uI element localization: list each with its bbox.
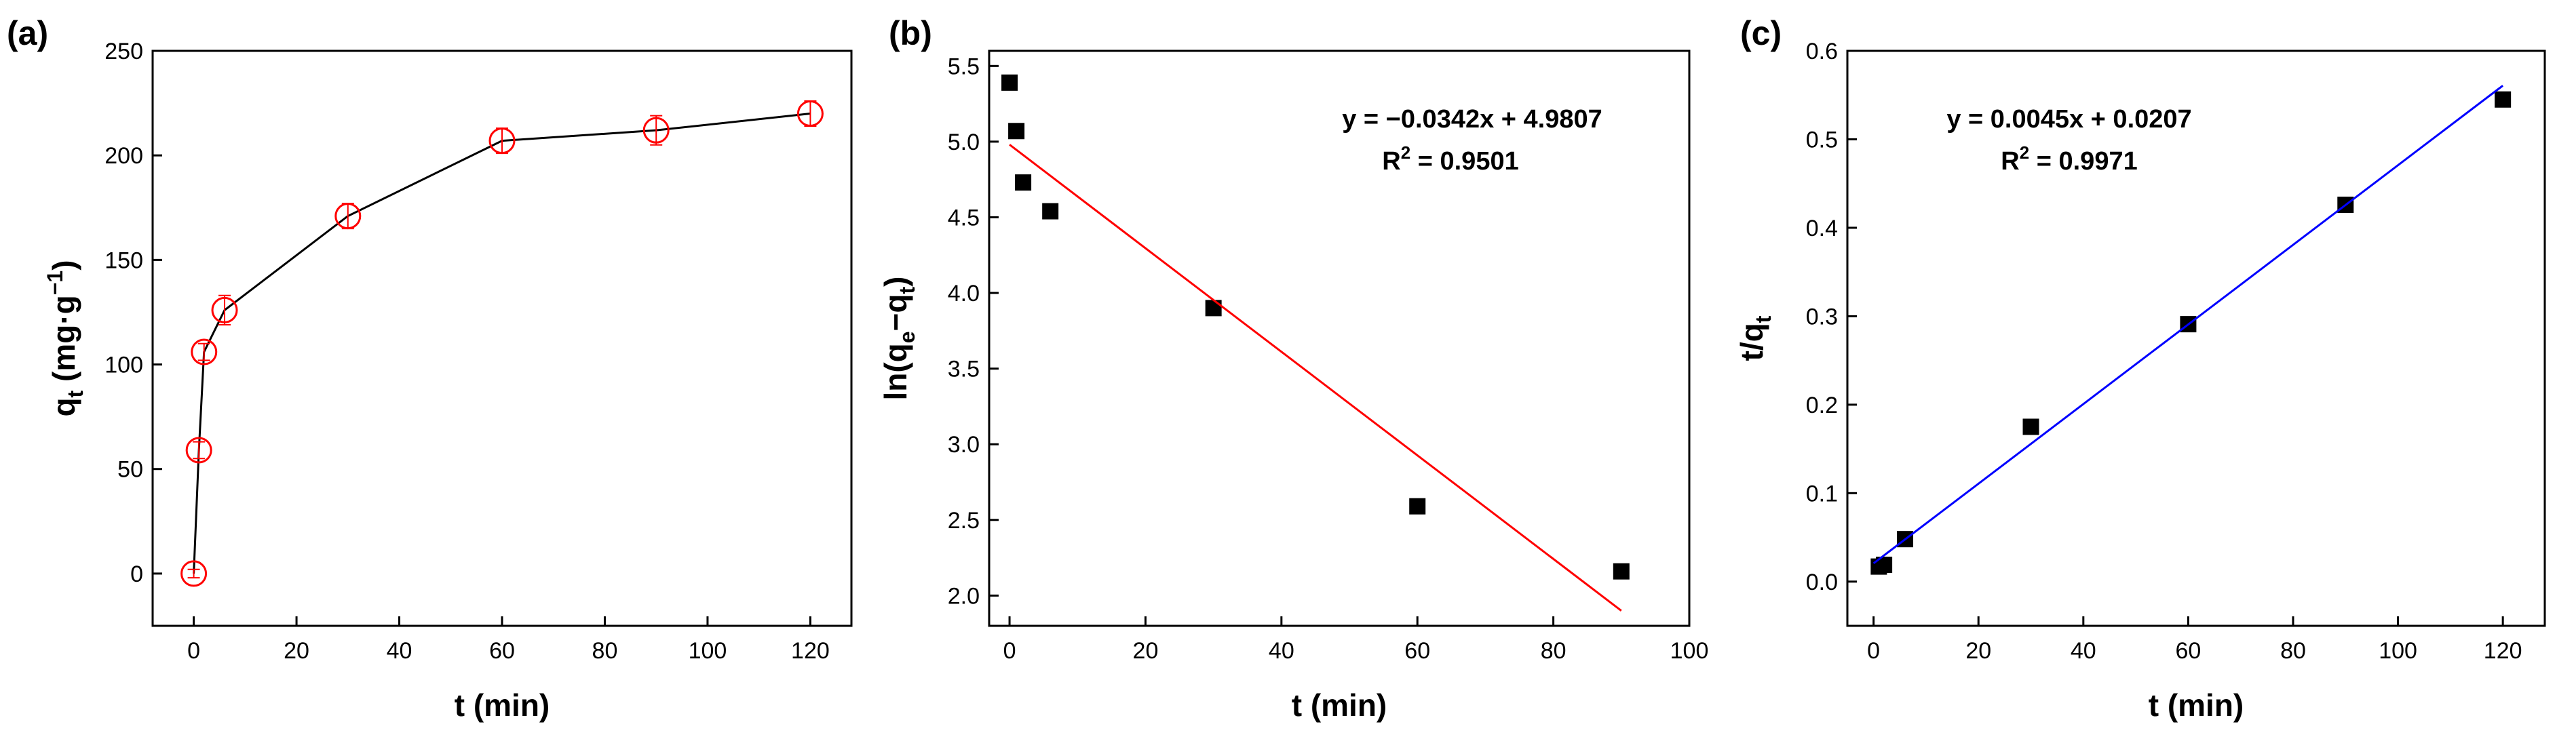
- panel-c-y-tick-label: 0.1: [1806, 481, 1838, 506]
- panel-a-y-tick-label: 0: [130, 561, 143, 587]
- panel-c-x-tick-label: 60: [2175, 638, 2201, 664]
- panel-a-tag: (a): [7, 14, 48, 52]
- panel-a-y-tick-label: 200: [104, 143, 143, 169]
- panel-c-x-ticks: [1872, 616, 2504, 626]
- panel-c-frame: [1846, 49, 2546, 627]
- panel-c-y-tick-label: 0.2: [1806, 393, 1838, 418]
- data-point: [1205, 300, 1222, 317]
- panel-b-y-tick-label: 4.5: [948, 205, 980, 231]
- panel-b-y-ticks: [989, 64, 999, 597]
- panel-b-y-axis-title: ln(qe−qt): [878, 276, 919, 400]
- panel-a: (a) 0 20 40 60 80 100 120 0 50 100 150 2…: [7, 14, 853, 723]
- panel-a-x-tick-label: 40: [387, 638, 412, 664]
- data-point: [1008, 123, 1025, 140]
- panel-b-y-tick-label: 3.0: [948, 432, 980, 458]
- panel-a-x-tick-label: 0: [187, 638, 200, 664]
- data-point: [1015, 174, 1032, 191]
- panel-b-x-tick-label: 60: [1404, 638, 1430, 664]
- panel-a-y-tick-label: 100: [104, 353, 143, 378]
- panel-c-y-tick-label: 0.4: [1806, 216, 1838, 241]
- panel-c-x-tick-labels: 0 20 40 60 80 100 120: [1867, 638, 2522, 664]
- panel-b-plot-area: [1001, 74, 1630, 612]
- panel-b-tag: (b): [889, 14, 932, 52]
- panel-b-y-tick-label: 4.0: [948, 281, 980, 306]
- panel-c-y-tick-label: 0.6: [1806, 39, 1838, 64]
- panel-a-x-tick-label: 120: [791, 638, 830, 664]
- panel-b-y-tick-label: 5.5: [948, 54, 980, 79]
- panel-a-x-tick-label: 80: [592, 638, 618, 664]
- panel-c-y-tick-label: 0.5: [1806, 127, 1838, 153]
- panel-c-y-axis-title: t/qt: [1734, 315, 1775, 361]
- panel-b-x-tick-label: 0: [1003, 638, 1016, 664]
- panel-c-tag: (c): [1740, 14, 1782, 52]
- panel-c-x-tick-label: 40: [2071, 638, 2096, 664]
- panel-b-frame: [988, 49, 1691, 627]
- panel-b-y-tick-label: 2.0: [948, 583, 980, 609]
- panel-c-y-ticks: [1847, 49, 1857, 583]
- data-point: [191, 338, 218, 365]
- panel-b-y-tick-label: 5.0: [948, 130, 980, 155]
- panel-a-x-axis-title: t (min): [455, 688, 550, 723]
- panel-a-x-tick-label: 20: [284, 638, 309, 664]
- panel-c-x-tick-label: 20: [1965, 638, 1991, 664]
- panel-a-y-tick-label: 150: [104, 247, 143, 273]
- data-point: [211, 296, 238, 323]
- panel-c-x-axis-title: t (min): [2149, 688, 2244, 723]
- panel-c-r-squared: R2 = 0.9971: [2001, 142, 2137, 176]
- panel-b-y-tick-label: 2.5: [948, 508, 980, 534]
- data-point: [2022, 418, 2039, 435]
- panel-b-x-tick-label: 80: [1541, 638, 1566, 664]
- panel-c: (c) 0 20 40 60 80 100 120 0.0 0.1 0.2 0.…: [1734, 14, 2546, 723]
- panel-b-equation: y = −0.0342x + 4.9807: [1342, 105, 1602, 134]
- panel-a-plot-area: [180, 100, 824, 587]
- data-point: [2495, 91, 2512, 108]
- panel-b-r-squared: R2 = 0.9501: [1382, 142, 1518, 176]
- panel-b-x-tick-labels: 0 20 40 60 80 100: [1003, 638, 1709, 664]
- data-point: [1001, 74, 1018, 91]
- panel-c-y-tick-labels: 0.0 0.1 0.2 0.3 0.4 0.5 0.6: [1806, 39, 1838, 595]
- panel-b-x-axis-title: t (min): [1292, 688, 1387, 723]
- data-point: [1613, 563, 1630, 580]
- panel-b-x-ticks: [1008, 616, 1691, 626]
- panel-b-x-tick-label: 100: [1670, 638, 1709, 664]
- panel-c-y-tick-label: 0.3: [1806, 304, 1838, 330]
- panel-a-x-tick-label: 60: [489, 638, 515, 664]
- panel-b-y-tick-label: 3.5: [948, 357, 980, 382]
- panel-a-y-axis-title: qt (mg·g−1): [43, 260, 88, 416]
- panel-c-x-tick-label: 0: [1867, 638, 1880, 664]
- panel-a-x-tick-label: 100: [689, 638, 727, 664]
- fit-line: [1009, 144, 1622, 612]
- data-line: [193, 113, 811, 574]
- panel-c-plot-area: [1870, 85, 2512, 575]
- panel-c-y-tick-label: 0.0: [1806, 570, 1838, 595]
- panel-c-equation: y = 0.0045x + 0.0207: [1946, 105, 2191, 134]
- panel-a-x-tick-labels: 0 20 40 60 80 100 120: [187, 638, 830, 664]
- panel-b: (b) 0 20 40 60 80 100 2.0 2.5 3.0 3.5 4.…: [878, 14, 1708, 723]
- data-point: [334, 203, 362, 230]
- data-point: [185, 437, 212, 464]
- data-point: [180, 560, 208, 587]
- panel-c-x-tick-label: 80: [2280, 638, 2306, 664]
- panel-a-y-tick-labels: 0 50 100 150 200 250: [104, 39, 143, 587]
- panel-a-y-ticks: [153, 49, 162, 575]
- panel-b-y-tick-labels: 2.0 2.5 3.0 3.5 4.0 4.5 5.0 5.5: [948, 54, 980, 609]
- data-point: [488, 127, 516, 155]
- data-point: [1409, 498, 1426, 515]
- fit-line: [1872, 85, 2504, 564]
- panel-a-y-tick-label: 50: [117, 457, 143, 483]
- panel-c-x-tick-label: 100: [2379, 638, 2417, 664]
- panel-c-x-tick-label: 120: [2484, 638, 2522, 664]
- data-point: [1042, 203, 1059, 220]
- panel-b-x-tick-label: 40: [1269, 638, 1294, 664]
- data-point: [796, 100, 824, 127]
- panel-b-x-tick-label: 20: [1133, 638, 1159, 664]
- data-point: [642, 117, 670, 144]
- panel-a-x-ticks: [193, 616, 811, 626]
- panel-a-y-tick-label: 250: [104, 39, 143, 64]
